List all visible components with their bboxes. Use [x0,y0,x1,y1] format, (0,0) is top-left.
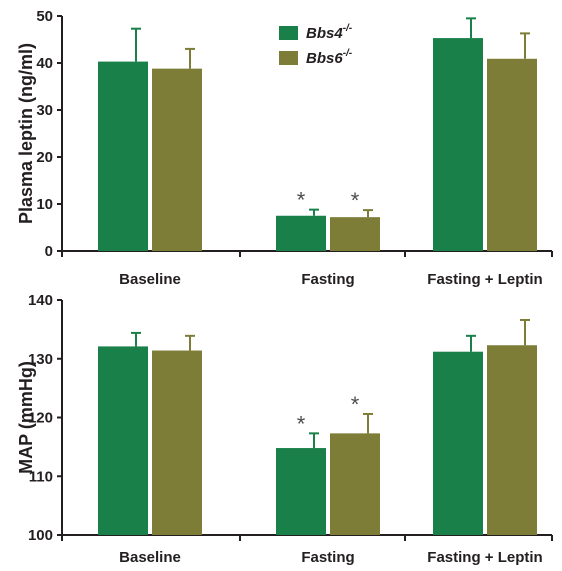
y-tick-label: 40 [36,55,53,72]
legend-label-bbs4: Bbs4-/- [306,23,353,42]
y-tick-label: 120 [28,410,53,427]
bar-bbs4 [98,61,148,252]
y-tick-label: 140 [28,292,53,309]
leptin-chart-panel: 0 10 20 30 40 50 Baseline Fasting Fasting + Lept… [16,8,553,288]
bar-bbs6 [487,345,537,535]
y-axis-title: MAP (mmHg) [16,361,36,474]
category-label: Fasting [301,271,354,288]
legend-series-superscript: -/- [343,48,353,59]
category-label: Fasting [301,549,354,566]
legend-swatch-bbs6 [279,51,298,65]
bar-bbs4 [433,38,483,252]
y-tick-label: 100 [28,527,53,544]
significance-marker: * [351,188,360,213]
map-chart-panel: 100 110 120 130 140 Baseline Fasting Fasting + … [16,292,553,566]
y-tick-label: 20 [36,149,53,166]
legend-swatch-bbs4 [279,26,298,40]
legend-label-bbs6: Bbs6-/- [306,48,353,67]
y-tick-label: 30 [36,102,53,119]
category-label: Fasting + Leptin [427,271,542,288]
y-tick-label: 50 [36,8,53,25]
bar-bbs6 [330,217,380,251]
legend-series-name: Bbs6 [306,50,343,67]
y-axis-title: Plasma leptin (ng/ml) [16,43,36,224]
category-label: Baseline [119,549,181,566]
significance-marker: * [297,411,306,436]
category-label: Fasting + Leptin [427,549,542,566]
bar-bbs4 [276,215,326,251]
bar-bbs6 [487,58,537,251]
bar-bbs6 [152,350,202,535]
bar-bbs4 [433,351,483,535]
bar-bbs6 [330,433,380,535]
category-label: Baseline [119,271,181,288]
bar-bbs4 [276,448,326,535]
y-tick-label: 0 [45,243,53,260]
bar-bbs6 [152,68,202,251]
y-tick-label: 10 [36,196,53,213]
bar-bbs4 [98,346,148,535]
y-tick-label: 110 [29,468,53,485]
legend-series-superscript: -/- [343,23,353,34]
significance-marker: * [297,188,306,213]
legend-series-name: Bbs4 [306,25,343,42]
significance-marker: * [351,392,360,417]
y-tick-label: 130 [28,351,53,368]
